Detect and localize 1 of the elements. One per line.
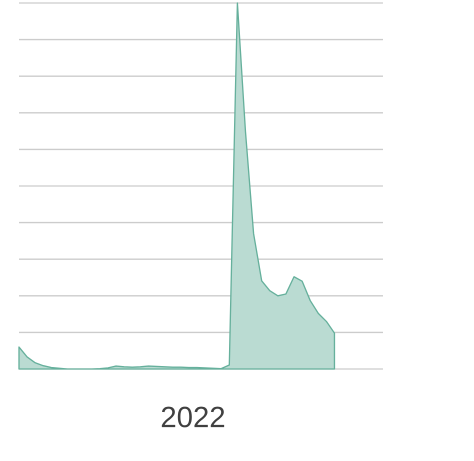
text: 2022 [162,406,224,428]
